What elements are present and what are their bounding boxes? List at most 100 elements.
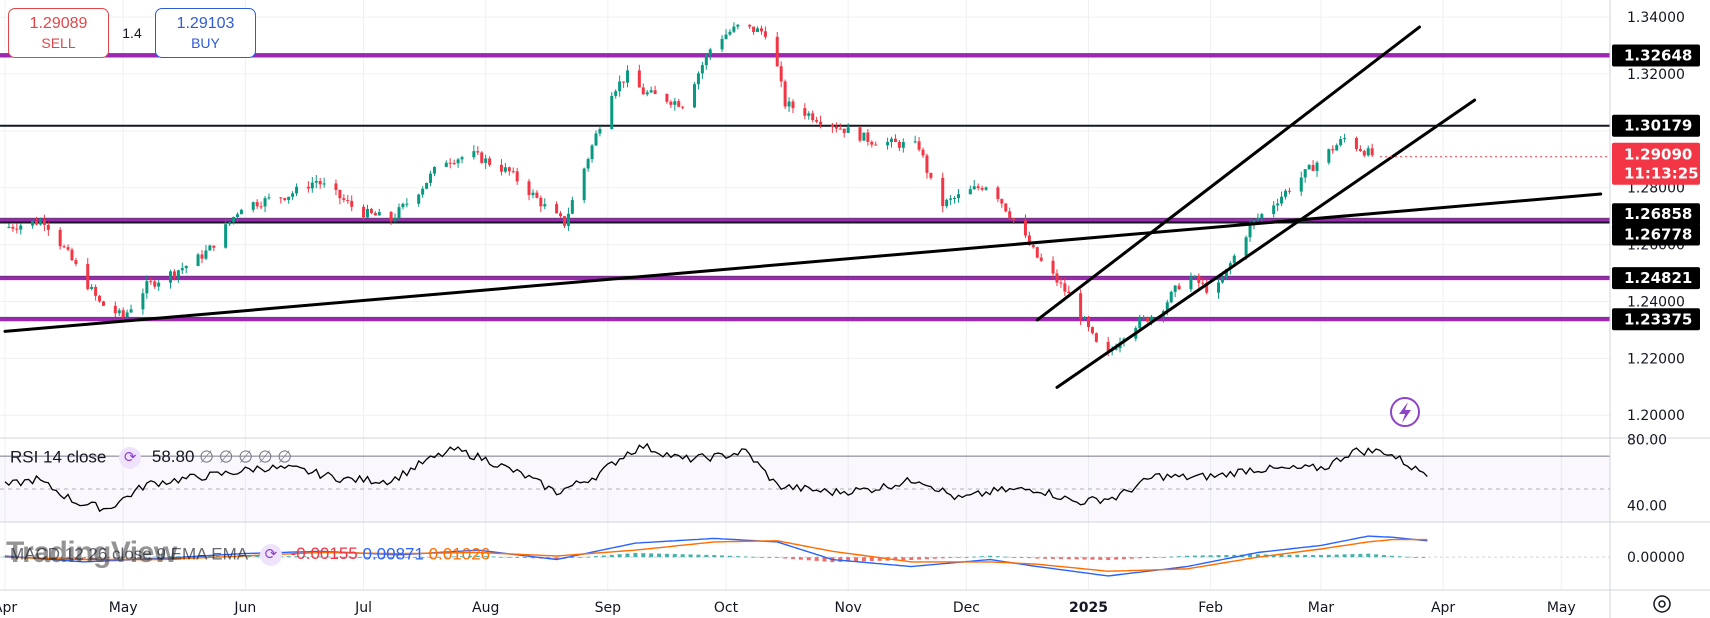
macd-histogram-bar xyxy=(326,556,331,558)
candle-body xyxy=(566,213,570,226)
time-tick-label: Mar xyxy=(1308,600,1335,616)
candle-body xyxy=(543,204,547,207)
candle-body xyxy=(929,172,933,178)
candle-body xyxy=(598,129,602,134)
candle-body xyxy=(224,224,228,248)
macd-histogram-bar xyxy=(1082,557,1087,560)
macd-value-signal: 0.01026 xyxy=(428,544,491,564)
sell-button[interactable]: 1.29089 SELL xyxy=(8,8,109,58)
macd-histogram-bar xyxy=(1311,554,1316,558)
candle-body xyxy=(972,186,976,190)
level-price-tag-label: 1.26858 xyxy=(1624,205,1692,223)
candle-body xyxy=(862,132,866,141)
macd-histogram-bar xyxy=(814,557,819,561)
macd-histogram-bar xyxy=(66,557,71,559)
macd-histogram-bar xyxy=(1358,553,1363,558)
price-tick-label: 1.24000 xyxy=(1627,294,1685,310)
candle-body xyxy=(696,73,700,85)
macd-histogram-bar xyxy=(1295,554,1300,558)
candle-body xyxy=(645,92,649,95)
macd-histogram-bar xyxy=(1121,557,1126,560)
candle-body xyxy=(125,312,129,318)
candle-body xyxy=(212,245,216,248)
candle-body xyxy=(74,260,78,264)
trend-line[interactable] xyxy=(1035,25,1421,322)
macd-histogram-bar xyxy=(113,557,118,558)
candle-body xyxy=(515,171,519,182)
candle-body xyxy=(594,133,598,146)
candle-body xyxy=(1090,327,1094,334)
candle-body xyxy=(180,268,184,271)
candle-body xyxy=(527,181,531,196)
candle-body xyxy=(251,202,255,210)
macd-histogram-bar xyxy=(515,557,520,558)
candle-body xyxy=(338,189,342,199)
macd-histogram-bar xyxy=(1200,555,1205,558)
candle-body xyxy=(700,65,704,74)
macd-histogram-bar xyxy=(404,557,409,558)
macd-histogram-bar xyxy=(727,555,732,558)
macd-legend[interactable]: MACD 12 26 close 9 EMA EMA ⟳ -0.00155 0.… xyxy=(10,544,490,566)
macd-histogram-bar xyxy=(373,557,378,558)
macd-histogram-bar xyxy=(806,557,811,561)
candle-body xyxy=(389,212,393,221)
candle-body xyxy=(1366,148,1370,156)
candle-body xyxy=(1280,196,1284,204)
candle-body xyxy=(377,212,381,216)
macd-histogram-bar xyxy=(491,556,496,558)
candle-body xyxy=(1008,211,1012,219)
refresh-icon[interactable]: ⟳ xyxy=(119,447,142,469)
candle-body xyxy=(153,281,157,287)
level-price-tag xyxy=(1612,114,1700,137)
candle-body xyxy=(996,187,1000,200)
macd-histogram-bar xyxy=(73,557,78,559)
macd-histogram-bar xyxy=(1279,554,1284,558)
trend-line[interactable] xyxy=(1055,98,1477,389)
candle-body xyxy=(842,128,846,133)
macd-histogram-bar xyxy=(964,557,969,558)
candle-body xyxy=(196,254,200,266)
macd-histogram-bar xyxy=(144,556,149,558)
candle-body xyxy=(145,281,149,294)
settings-icon[interactable] xyxy=(1653,595,1671,613)
candle-body xyxy=(1035,247,1039,258)
time-tick-label: May xyxy=(109,600,138,616)
time-tick-label: Aug xyxy=(472,600,499,616)
candle-body xyxy=(1189,276,1193,290)
candle-body xyxy=(425,182,429,189)
candle-body xyxy=(228,222,232,225)
macd-histogram-bar xyxy=(1169,556,1174,558)
tradingview-watermark: TradingView xyxy=(6,536,177,569)
macd-histogram-bar xyxy=(475,555,480,558)
candle-body xyxy=(172,271,176,277)
settings-icon-center xyxy=(1658,600,1666,608)
trend-line[interactable] xyxy=(3,192,1603,333)
refresh-icon[interactable]: ⟳ xyxy=(259,544,282,566)
candle-body xyxy=(665,94,669,102)
macd-histogram-bar xyxy=(846,557,851,562)
candle-body xyxy=(232,216,236,223)
macd-histogram-bar xyxy=(1043,557,1048,559)
macd-histogram-bar xyxy=(507,557,512,558)
macd-histogram-bar xyxy=(523,557,528,558)
macd-histogram-bar xyxy=(791,557,795,560)
buy-button[interactable]: 1.29103 BUY xyxy=(155,8,256,58)
macd-histogram-bar xyxy=(389,557,394,558)
candle-body xyxy=(590,145,594,160)
macd-histogram-bar xyxy=(357,557,362,558)
macd-histogram-bar xyxy=(247,555,252,558)
macd-histogram-bar xyxy=(255,555,260,558)
candle-body xyxy=(1114,348,1118,350)
macd-histogram-bar xyxy=(995,556,1000,558)
macd-histogram-bar xyxy=(1397,556,1402,558)
candle-body xyxy=(401,203,405,208)
candle-body xyxy=(980,188,984,190)
candle-body xyxy=(176,270,180,277)
macd-histogram-bar xyxy=(1413,557,1418,558)
candle-body xyxy=(913,141,917,143)
macd-histogram-bar xyxy=(499,556,504,558)
macd-value-macd: 0.00871 xyxy=(362,544,424,564)
rsi-legend[interactable]: RSI 14 close ⟳ 58.80 ∅ ∅ ∅ ∅ ∅ xyxy=(10,447,292,469)
candle-body xyxy=(570,200,574,214)
